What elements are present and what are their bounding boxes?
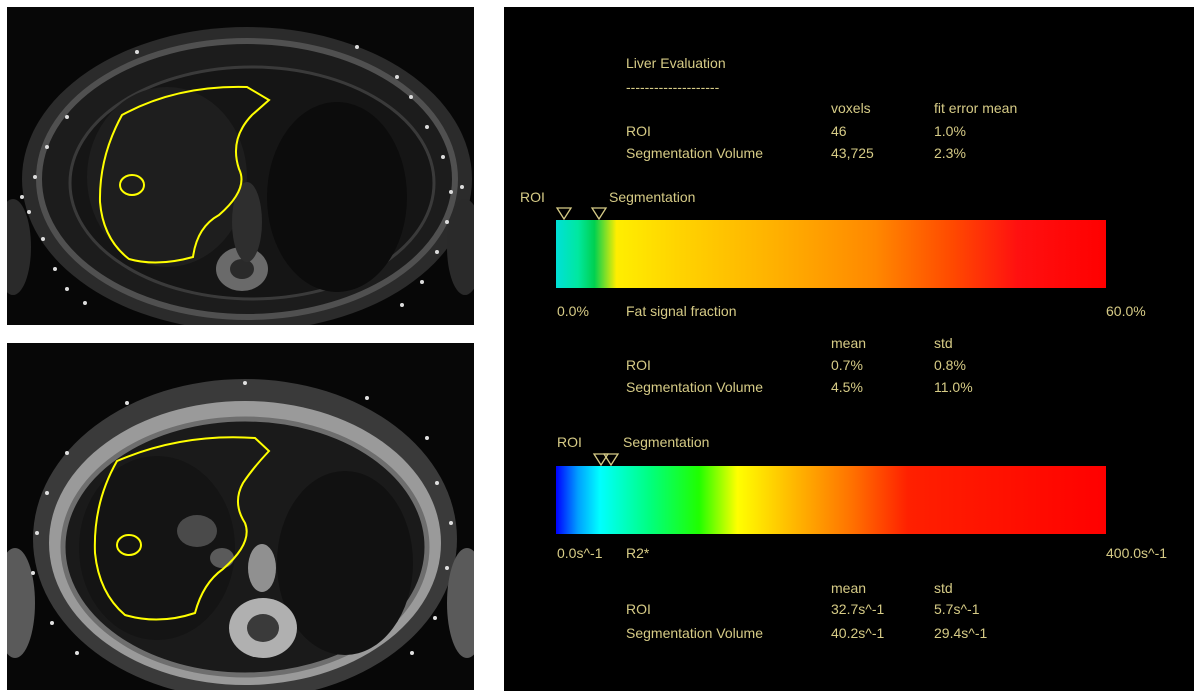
mri-fat-fraction-svg (7, 27, 474, 325)
row-label-segmentation: Segmentation Volume (626, 145, 763, 161)
r2-star-color-scale (556, 466, 1106, 534)
fat-row-label-roi: ROI (626, 357, 651, 373)
roi-fit-error: 1.0% (934, 123, 966, 139)
roi-voxels: 46 (831, 123, 847, 139)
r2-scale-max-label: 400.0s^-1 (1106, 545, 1168, 561)
fat-segmentation-std: 11.0% (934, 379, 973, 395)
col-header-voxels: voxels (831, 100, 871, 116)
fat-marker-roi-label: ROI (520, 189, 545, 205)
r2-marker-segmentation-label: Segmentation (623, 434, 710, 450)
report-title: Liver Evaluation (626, 55, 726, 71)
col-header-fit-error: fit error mean (934, 100, 1018, 116)
r2-col-header-std: std (934, 580, 953, 596)
segmentation-voxels: 43,725 (831, 145, 874, 161)
fat-row-label-segmentation: Segmentation Volume (626, 379, 763, 395)
r2-scale-name: R2* (626, 545, 650, 561)
fat-scale-max-label: 60.0% (1106, 303, 1146, 319)
fat-fraction-color-scale (556, 220, 1106, 288)
mri-r2-star-svg (7, 379, 474, 690)
fat-scale-name: Fat signal fraction (626, 303, 737, 319)
r2-segmentation-mean: 40.2s^-1 (831, 625, 885, 641)
mri-fat-fraction-image (7, 7, 474, 325)
r2-roi-std: 5.7s^-1 (934, 601, 980, 617)
r2-row-label-segmentation: Segmentation Volume (626, 625, 763, 641)
report-title-separator: -------------------- (626, 79, 720, 95)
mri-r2-star-image (7, 343, 474, 690)
r2-row-label-roi: ROI (626, 601, 651, 617)
segmentation-fit-error: 2.3% (934, 145, 966, 161)
fat-roi-mean: 0.7% (831, 357, 863, 373)
fat-col-header-mean: mean (831, 335, 867, 351)
fat-marker-segmentation-label: Segmentation (609, 189, 696, 205)
r2-roi-mean: 32.7s^-1 (831, 601, 885, 617)
row-label-roi: ROI (626, 123, 651, 139)
r2-scale-min-label: 0.0s^-1 (557, 545, 603, 561)
fat-roi-std: 0.8% (934, 357, 966, 373)
fat-segmentation-mean: 4.5% (831, 379, 863, 395)
fat-scale-min-label: 0.0% (557, 303, 589, 319)
liver-evaluation-report: Liver Evaluation -------------------- vo… (504, 7, 1194, 691)
r2-segmentation-std: 29.4s^-1 (934, 625, 988, 641)
fat-col-header-std: std (934, 335, 953, 351)
r2-col-header-mean: mean (831, 580, 867, 596)
r2-marker-roi-label: ROI (557, 434, 582, 450)
